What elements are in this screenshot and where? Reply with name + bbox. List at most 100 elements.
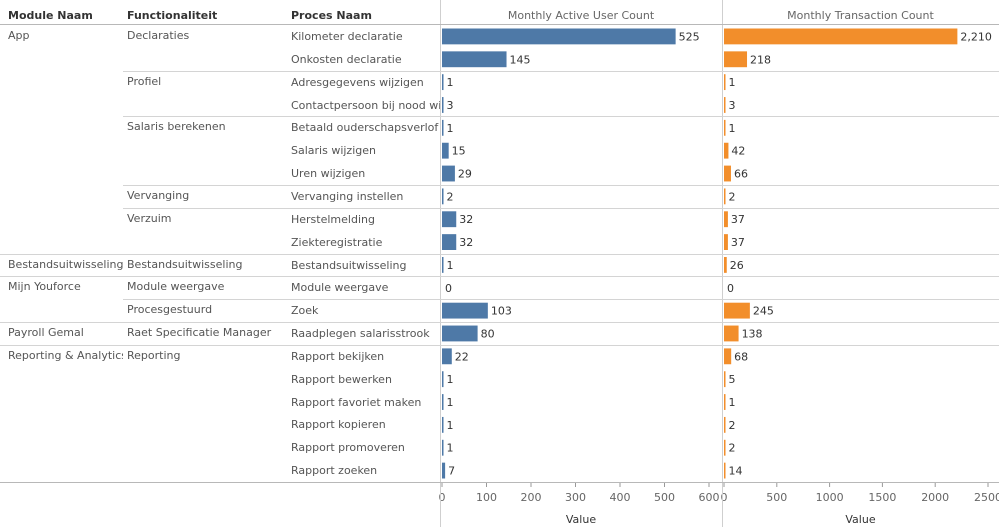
- function-separator: [123, 70, 999, 72]
- bar-value-label: 32: [459, 213, 473, 226]
- measure-header-transactions[interactable]: Monthly Transaction Count: [787, 9, 934, 22]
- bar-value-label: 32: [459, 236, 473, 249]
- module-label: Bestandsuitwisseling: [8, 257, 123, 271]
- process-label: Raadplegen salarisstrook: [291, 327, 430, 341]
- process-label: Rapport kopieren: [291, 418, 386, 432]
- process-label: Adresgegevens wijzigen: [291, 75, 424, 89]
- process-label: Betaald ouderschapsverlof: [291, 121, 439, 135]
- bar-users: [442, 416, 444, 433]
- measure-header-users[interactable]: Monthly Active User Count: [507, 9, 655, 22]
- bar-transactions: [724, 28, 958, 45]
- function-label: Verzuim: [127, 211, 172, 225]
- bar-value-label: 103: [491, 305, 512, 318]
- function-label: Raet Specificatie Manager: [127, 326, 272, 340]
- x-tick-label: 0: [721, 491, 728, 504]
- bar-users: [442, 119, 444, 136]
- bar-value-label: 68: [734, 350, 748, 363]
- x-tick-label: 0: [439, 491, 446, 504]
- bar-transactions: [724, 119, 726, 136]
- bar-value-label: 2,210: [960, 30, 992, 43]
- bar-transactions: [724, 74, 726, 91]
- bar-transactions: [724, 371, 726, 388]
- function-separator: [123, 276, 999, 278]
- x-tick-label: 400: [610, 491, 631, 504]
- module-label: Payroll Gemal: [8, 326, 84, 340]
- bar-value-label: 1: [729, 122, 736, 135]
- bar-value-label: 3: [729, 99, 736, 112]
- bar-value-label: 1: [729, 396, 736, 409]
- pane-divider-left: [440, 0, 441, 527]
- bar-users: [442, 439, 444, 456]
- function-separator: [123, 253, 999, 255]
- bar-value-label: 1: [447, 373, 454, 386]
- function-separator: [123, 322, 999, 324]
- bar-value-label: 29: [458, 168, 472, 181]
- bar-value-label: 218: [750, 53, 771, 66]
- header-proces-naam[interactable]: Proces Naam: [291, 9, 372, 22]
- bar-transactions: [724, 211, 728, 228]
- bar-transactions: [724, 142, 729, 159]
- pane-divider-right: [722, 0, 723, 527]
- module-label: Reporting & Analytics: [8, 348, 123, 362]
- bar-value-label: 3: [447, 99, 454, 112]
- bar-value-label: 245: [753, 305, 774, 318]
- bar-users: [442, 97, 444, 113]
- bar-value-label: 1: [447, 122, 454, 135]
- bar-value-label: 1: [729, 76, 736, 89]
- process-label: Onkosten declaratie: [291, 52, 402, 66]
- bar-users: [442, 394, 444, 410]
- bar-value-label: 7: [448, 465, 455, 478]
- bar-users: [442, 142, 449, 159]
- bar-users: [442, 302, 488, 319]
- bar-transactions: [724, 462, 726, 479]
- x-tick-label: 200: [521, 491, 542, 504]
- function-separator: [123, 184, 999, 186]
- bar-users: [442, 234, 457, 250]
- bar-transactions: [724, 348, 732, 365]
- bar-value-label: 5: [729, 373, 736, 386]
- function-label: Declaraties: [127, 29, 190, 42]
- x-tick-label: 2000: [921, 491, 949, 504]
- process-label: Contactpersoon bij nood wijzi..: [291, 98, 440, 112]
- bar-value-label: 66: [734, 168, 748, 181]
- process-label: Rapport favoriet maken: [291, 395, 422, 409]
- process-label: Rapport bewerken: [291, 372, 392, 386]
- process-label: Ziekteregistratie: [291, 235, 383, 249]
- function-separator: [123, 116, 999, 118]
- process-label: Rapport zoeken: [291, 464, 378, 478]
- function-label: Profiel: [127, 74, 162, 88]
- process-label: Rapport promoveren: [291, 441, 405, 455]
- bar-users: [442, 211, 457, 228]
- bar-value-label: 14: [729, 465, 743, 478]
- bar-value-label: 15: [452, 145, 466, 158]
- bar-value-label: 42: [731, 145, 745, 158]
- header-bottom-border: [0, 24, 999, 25]
- process-label: Herstelmelding: [291, 212, 375, 226]
- bar-value-label: 0: [445, 282, 452, 295]
- x-axis-title-transactions: Value: [845, 513, 876, 526]
- bar-value-label: 1: [447, 396, 454, 409]
- bar-value-label: 22: [455, 350, 469, 363]
- header-module-naam[interactable]: Module Naam: [8, 9, 93, 22]
- bar-value-label: 37: [731, 213, 745, 226]
- x-axis-title-users: Value: [565, 513, 597, 526]
- function-label: Bestandsuitwisseling: [127, 257, 243, 271]
- bar-value-label: 525: [679, 30, 700, 43]
- x-tick-label: 300: [565, 491, 586, 504]
- function-label: Vervanging: [127, 188, 190, 202]
- bar-transactions: [724, 188, 726, 205]
- bar-value-label: 2: [729, 190, 736, 203]
- bar-value-label: 1: [447, 259, 454, 272]
- bar-transactions: [724, 394, 726, 410]
- bar-value-label: 138: [742, 327, 763, 340]
- function-label: Module weergave: [127, 280, 225, 294]
- module-label: App: [8, 29, 30, 42]
- bar-value-label: 2: [729, 442, 736, 455]
- process-label: Vervanging instellen: [291, 189, 404, 203]
- bar-users: [442, 371, 444, 388]
- bar-users: [442, 325, 478, 342]
- header-functionaliteit[interactable]: Functionaliteit: [127, 9, 218, 22]
- x-tick-label: 500: [766, 491, 787, 504]
